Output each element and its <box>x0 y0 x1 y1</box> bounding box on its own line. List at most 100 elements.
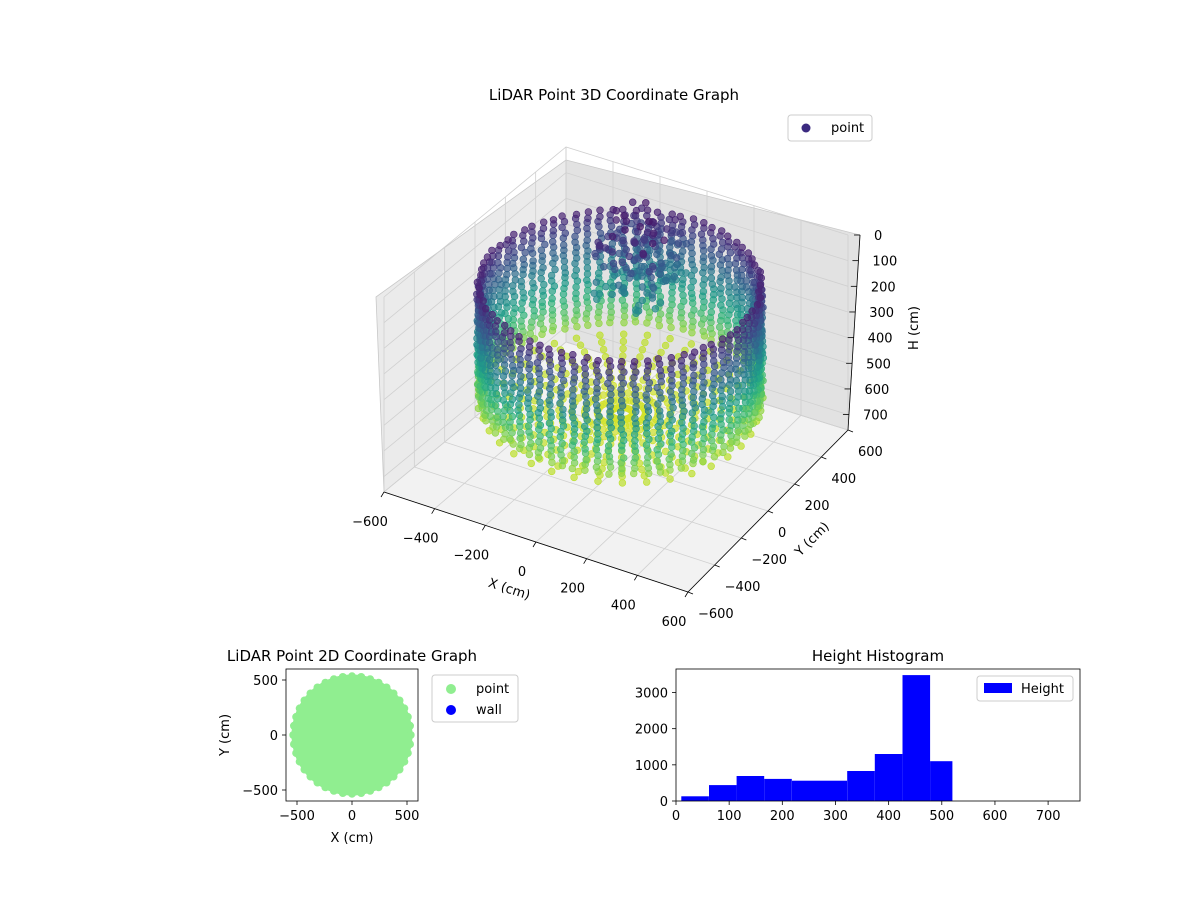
cloud-point <box>753 301 762 309</box>
cloud-point <box>545 367 554 376</box>
cloud-point <box>571 272 579 280</box>
cloud-point <box>666 410 674 419</box>
cloud-point <box>717 227 726 235</box>
cloud-point <box>527 459 535 468</box>
histogram-bar <box>874 754 903 801</box>
histogram-frame <box>675 668 1081 802</box>
cloud-point <box>631 239 639 247</box>
cloud-point <box>608 232 617 241</box>
cloud-point <box>656 418 665 426</box>
y-tick-mark-3d <box>767 510 774 514</box>
cloud-point <box>539 224 548 233</box>
cloud-point <box>669 404 677 412</box>
cloud-point <box>667 427 676 435</box>
cloud-point <box>608 240 617 248</box>
cloud-point <box>516 429 525 437</box>
plot-2d-title: LiDAR Point 2D Coordinate Graph <box>227 647 477 665</box>
y-tick-label-3d: −600 <box>698 607 734 622</box>
cloud-point <box>678 452 687 460</box>
cloud-point <box>739 318 747 327</box>
cloud-point <box>638 346 647 354</box>
cloud-point <box>593 457 602 465</box>
grid-line <box>383 146 849 298</box>
cloud-point <box>616 408 625 416</box>
cloud-point <box>622 263 630 272</box>
cloud-point <box>678 385 686 394</box>
cloud-point <box>700 275 709 284</box>
cloud-point <box>667 323 675 332</box>
histogram-x-tick-label: 100 <box>717 809 742 824</box>
cloud-point <box>506 418 514 426</box>
cloud-point <box>593 418 601 426</box>
z-tick-label-3d: 700 <box>863 409 888 424</box>
cloud-point <box>569 351 577 359</box>
cloud-point <box>733 326 741 334</box>
cloud-point <box>583 270 592 278</box>
cloud-point <box>726 387 735 396</box>
cloud-point <box>605 430 613 439</box>
cloud-point <box>559 297 567 305</box>
cloud-point <box>740 342 749 350</box>
cloud-point <box>501 367 510 375</box>
cloud-point <box>500 379 508 387</box>
cloud-point <box>717 376 725 384</box>
cloud-point <box>536 421 545 429</box>
cloud-point <box>596 213 604 221</box>
cloud-point <box>622 246 630 254</box>
cloud-point <box>538 252 547 260</box>
cloud-point <box>738 243 746 252</box>
cloud-point <box>582 405 591 413</box>
cloud-point <box>549 249 557 257</box>
x-tick-label-3d: 0 <box>518 565 526 580</box>
cloud-point <box>667 365 675 373</box>
y-tick-mark-3d <box>794 483 800 487</box>
cloud-point <box>560 309 568 317</box>
cloud-point <box>519 289 527 297</box>
cloud-point <box>656 270 664 278</box>
cloud-point <box>517 305 526 314</box>
cloud-point <box>649 428 657 437</box>
cloud-point <box>487 395 495 404</box>
scatter-2d-point <box>290 721 298 730</box>
cloud-point <box>572 283 580 291</box>
histogram-bar <box>709 785 737 801</box>
cloud-point <box>596 229 605 238</box>
cloud-point <box>718 392 726 401</box>
cloud-point <box>559 376 568 385</box>
cloud-point <box>539 218 548 226</box>
cloud-point <box>622 217 631 226</box>
cloud-point <box>661 341 670 350</box>
cloud-point <box>617 425 625 434</box>
z-tick-label-3d: 400 <box>868 332 893 347</box>
scatter-2d-points <box>291 674 413 796</box>
cloud-point <box>742 277 750 285</box>
cloud-point <box>593 384 601 393</box>
cloud-point <box>687 289 696 298</box>
cloud-point <box>724 453 732 461</box>
cloud-point <box>491 361 500 369</box>
cloud-point <box>536 404 544 412</box>
scatter-2d-point <box>292 749 301 758</box>
cloud-point <box>516 384 525 392</box>
cloud-point <box>559 405 567 414</box>
histogram-y-tick-label: 1000 <box>635 759 668 774</box>
z-tick-label-3d: 0 <box>874 229 882 244</box>
cloud-point <box>719 358 728 367</box>
cloud-point <box>657 378 665 386</box>
cloud-point <box>630 430 639 439</box>
cloud-point <box>643 319 651 327</box>
cloud-point <box>668 237 676 245</box>
cloud-point <box>525 428 533 436</box>
cloud-point <box>594 308 603 316</box>
x-tick-label-2d: 500 <box>395 809 420 824</box>
cloud-point <box>690 371 698 380</box>
cloud-point <box>676 212 684 221</box>
cloud-point <box>573 226 581 235</box>
cloud-point <box>508 395 517 404</box>
cloud-point <box>536 320 545 328</box>
cloud-point <box>646 246 654 255</box>
histogram-bar <box>791 780 820 801</box>
cloud-point <box>740 354 748 362</box>
x-tick-label-2d: −500 <box>279 809 315 824</box>
histogram-bar <box>736 776 765 801</box>
